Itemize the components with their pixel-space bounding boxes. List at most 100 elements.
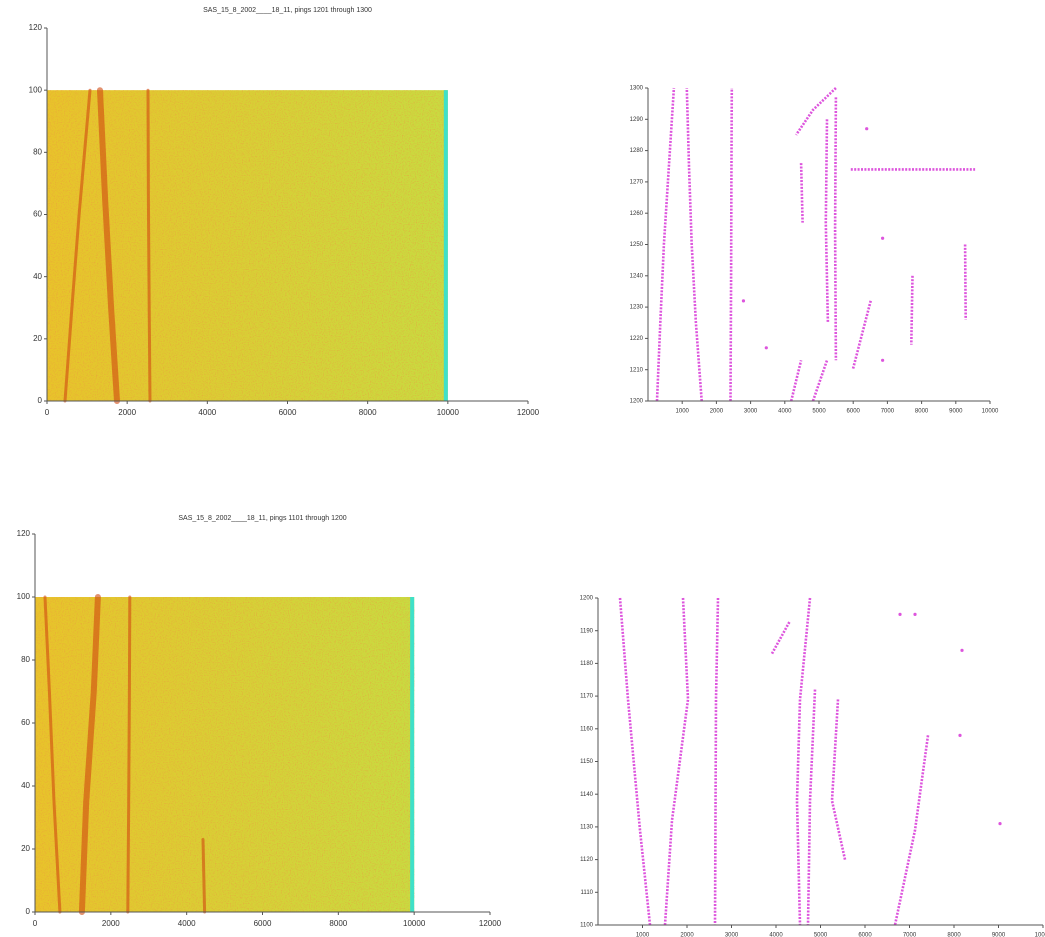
y-tick-label: 80 xyxy=(21,655,30,664)
y-tick-label: 1210 xyxy=(630,367,644,373)
x-tick-label: 6000 xyxy=(279,408,297,417)
echo-track xyxy=(126,595,132,914)
x-tick-label: 6000 xyxy=(847,409,861,415)
track-points xyxy=(713,597,720,926)
x-tick-label: 10000 xyxy=(982,409,999,415)
y-tick-label: 20 xyxy=(33,334,42,343)
x-tick-label: 10000 xyxy=(1035,933,1045,937)
x-tick-label: 6000 xyxy=(254,919,272,928)
y-tick-label: 1120 xyxy=(580,857,594,863)
x-tick-label: 2000 xyxy=(102,919,120,928)
x-tick-label: 8000 xyxy=(915,409,929,415)
x-tick-label: 2000 xyxy=(710,409,724,415)
y-tick-label: 1290 xyxy=(630,117,644,123)
x-tick-label: 2000 xyxy=(118,408,136,417)
scatter-point xyxy=(865,127,869,131)
track-points xyxy=(910,275,914,345)
y-tick-label: 1200 xyxy=(580,596,594,602)
x-tick-label: 0 xyxy=(33,919,38,928)
track-points xyxy=(729,87,734,402)
chart-panel: 0 2000 4000 6000 8000 10000 12000 0 20 40 60 80 100 1… xyxy=(29,7,540,417)
x-tick-label: 0 xyxy=(45,408,50,417)
x-tick-label: 8000 xyxy=(947,933,961,937)
y-tick-label: 1200 xyxy=(630,399,644,405)
y-tick-label: 1250 xyxy=(630,242,644,248)
y-tick-label: 1240 xyxy=(630,273,644,279)
y-tick-label: 120 xyxy=(29,23,43,32)
x-tick-label: 10000 xyxy=(403,919,426,928)
track-points xyxy=(799,163,804,223)
y-tick-label: 40 xyxy=(33,272,42,281)
x-tick-label: 3000 xyxy=(725,933,739,937)
echo-track xyxy=(43,595,62,914)
scatter-point xyxy=(913,612,917,616)
track-points xyxy=(795,87,837,136)
y-tick-label: 120 xyxy=(17,529,31,538)
x-tick-label: 12000 xyxy=(517,408,540,417)
track-points xyxy=(685,87,703,402)
x-tick-label: 12000 xyxy=(479,919,502,928)
track-points xyxy=(830,699,847,860)
y-tick-label: 100 xyxy=(29,85,43,94)
track-points xyxy=(655,87,676,402)
x-tick-label: 9000 xyxy=(992,933,1006,937)
echo-track xyxy=(78,594,101,915)
y-tick-label: 1190 xyxy=(580,628,594,634)
track-points xyxy=(806,689,817,926)
scatter-point xyxy=(741,299,746,303)
y-tick-label: 1170 xyxy=(580,694,594,700)
track-points xyxy=(618,597,652,926)
x-tick-label: 7000 xyxy=(881,409,895,415)
y-tick-label: 1300 xyxy=(630,86,644,92)
track-points xyxy=(811,359,829,402)
y-tick-label: 1230 xyxy=(630,305,644,311)
echo-track xyxy=(146,88,152,403)
chart-panel: 1000 2000 3000 4000 5000 6000 7000 8000 9000 1000… xyxy=(630,86,999,415)
x-tick-label: 2000 xyxy=(680,933,694,937)
track-points xyxy=(663,597,690,926)
x-tick-label: 10000 xyxy=(437,408,460,417)
x-tick-label: 3000 xyxy=(744,409,758,415)
chart-panel: 0 2000 4000 6000 8000 10000 12000 0 20 40 60 80 100 1… xyxy=(17,515,502,928)
track-points xyxy=(963,244,967,320)
scatter-point xyxy=(881,358,885,362)
track-points xyxy=(833,97,838,361)
y-tick-label: 1100 xyxy=(580,923,594,929)
scatter-point xyxy=(764,346,768,350)
x-tick-label: 4000 xyxy=(178,919,196,928)
x-tick-label: 8000 xyxy=(329,919,347,928)
track-points xyxy=(851,300,872,371)
echo-track xyxy=(97,87,120,404)
y-tick-label: 0 xyxy=(38,396,43,405)
x-tick-label: 6000 xyxy=(858,933,872,937)
y-tick-label: 80 xyxy=(33,147,42,156)
y-tick-label: 1220 xyxy=(630,336,644,342)
echo-track xyxy=(201,838,207,914)
echo-track xyxy=(63,88,92,403)
chart-panel: 1000 2000 3000 4000 5000 6000 7000 8000 9000 1000… xyxy=(580,596,1045,937)
scatter-point xyxy=(898,612,902,616)
y-tick-label: 1280 xyxy=(630,148,644,154)
x-tick-label: 7000 xyxy=(903,933,917,937)
x-tick-label: 5000 xyxy=(814,933,828,937)
y-tick-label: 1180 xyxy=(580,661,594,667)
x-tick-label: 4000 xyxy=(198,408,216,417)
y-tick-label: 1130 xyxy=(580,824,594,830)
scatter-point xyxy=(958,733,962,737)
y-tick-label: 20 xyxy=(21,844,30,853)
scatter-point xyxy=(998,822,1002,826)
track-points xyxy=(893,735,930,926)
scatter-point xyxy=(960,648,964,652)
x-tick-label: 9000 xyxy=(949,409,963,415)
y-tick-label: 60 xyxy=(33,210,42,219)
track-points xyxy=(770,620,792,655)
x-tick-label: 4000 xyxy=(778,409,792,415)
y-tick-label: 1270 xyxy=(630,179,644,185)
y-tick-label: 40 xyxy=(21,781,30,790)
y-tick-label: 0 xyxy=(26,907,31,916)
track-points xyxy=(824,119,830,323)
heatmap-edge xyxy=(410,597,415,912)
y-tick-label: 100 xyxy=(17,592,31,601)
heatmap-edge xyxy=(443,90,448,402)
